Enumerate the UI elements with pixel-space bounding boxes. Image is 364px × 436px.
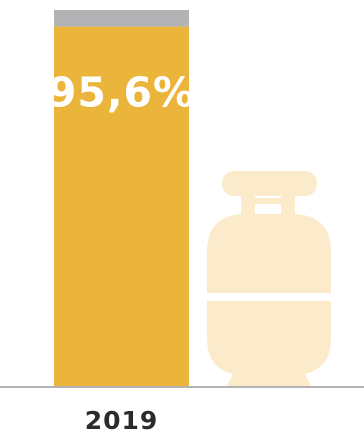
cylinder-body-bottom bbox=[207, 301, 331, 386]
x-tick-label-2019: 2019 bbox=[85, 406, 159, 435]
bar-value-label: 95,6% bbox=[48, 69, 195, 117]
cylinder-handle-right-post bbox=[281, 194, 295, 220]
bars-group bbox=[54, 10, 189, 387]
cylinder-handle-left-post bbox=[241, 194, 255, 220]
cylinder-body-top bbox=[207, 214, 331, 293]
gas-cylinder-icon bbox=[207, 171, 331, 386]
cylinder-collar bbox=[222, 171, 317, 196]
bar-segment-1 bbox=[54, 26, 189, 387]
bar-segment-2 bbox=[54, 10, 189, 27]
cylinder-handle-bar bbox=[253, 198, 283, 204]
